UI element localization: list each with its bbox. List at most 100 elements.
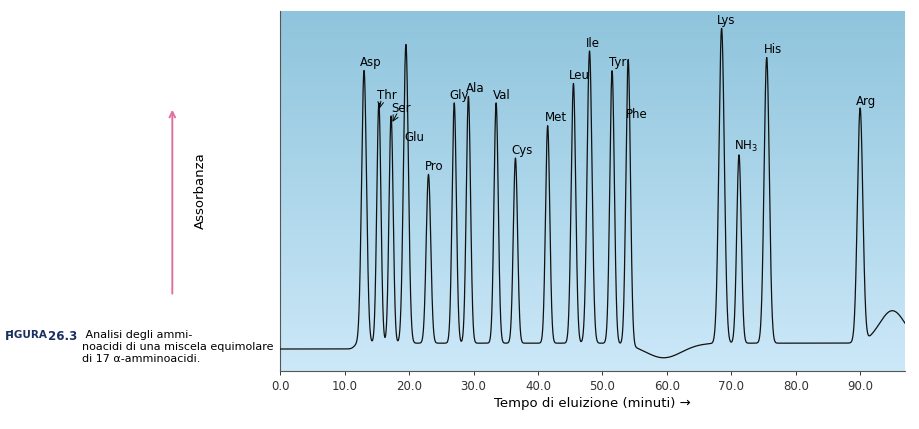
Bar xyxy=(280,308,905,311)
Bar xyxy=(280,137,905,140)
Bar xyxy=(280,269,905,272)
Bar xyxy=(280,122,905,125)
Bar xyxy=(280,32,905,35)
Bar xyxy=(280,332,905,335)
Bar xyxy=(280,368,905,371)
Bar xyxy=(280,191,905,194)
Bar xyxy=(280,98,905,101)
Bar xyxy=(280,311,905,314)
Bar xyxy=(280,170,905,173)
Bar xyxy=(280,185,905,188)
Bar xyxy=(280,44,905,47)
Text: Glu: Glu xyxy=(404,131,425,144)
Bar xyxy=(280,362,905,365)
Bar xyxy=(280,131,905,134)
Bar xyxy=(280,272,905,275)
Bar xyxy=(280,188,905,191)
Bar xyxy=(280,251,905,254)
Bar xyxy=(280,86,905,89)
Text: Met: Met xyxy=(544,112,566,124)
Bar xyxy=(280,266,905,269)
Bar xyxy=(280,164,905,167)
Bar xyxy=(280,233,905,236)
Text: Leu: Leu xyxy=(569,69,590,82)
Text: Arg: Arg xyxy=(856,95,876,108)
Bar xyxy=(280,71,905,74)
Bar xyxy=(280,329,905,332)
Bar xyxy=(280,263,905,266)
Bar xyxy=(280,38,905,41)
Bar xyxy=(280,236,905,239)
Bar xyxy=(280,11,905,14)
Bar xyxy=(280,83,905,86)
Bar xyxy=(280,68,905,71)
Bar xyxy=(280,239,905,242)
Bar xyxy=(280,116,905,119)
Bar xyxy=(280,173,905,176)
Bar xyxy=(280,182,905,185)
Bar xyxy=(280,155,905,158)
Bar xyxy=(280,353,905,356)
Text: Analisi degli ammi-
noacidi di una miscela equimolare
di 17 α-amminoacidi.: Analisi degli ammi- noacidi di una misce… xyxy=(82,330,273,363)
Bar xyxy=(280,41,905,44)
Bar xyxy=(280,206,905,209)
Bar xyxy=(280,227,905,230)
Bar xyxy=(280,107,905,110)
Bar xyxy=(280,200,905,203)
Bar xyxy=(280,128,905,131)
Bar xyxy=(280,104,905,107)
Bar xyxy=(280,35,905,38)
Bar xyxy=(280,284,905,287)
Bar xyxy=(280,50,905,53)
Bar xyxy=(280,101,905,104)
Bar xyxy=(280,230,905,233)
Bar xyxy=(280,359,905,362)
Bar xyxy=(280,23,905,26)
Bar xyxy=(280,293,905,296)
Bar xyxy=(280,110,905,113)
Text: Assorbanza: Assorbanza xyxy=(194,153,207,229)
Bar xyxy=(280,260,905,263)
Bar xyxy=(280,245,905,248)
Bar xyxy=(280,212,905,215)
Bar xyxy=(280,347,905,350)
Bar xyxy=(280,14,905,17)
X-axis label: Tempo di eluizione (minuti) →: Tempo di eluizione (minuti) → xyxy=(494,397,691,410)
Bar xyxy=(280,197,905,200)
Bar xyxy=(280,146,905,149)
Bar xyxy=(280,350,905,353)
Bar xyxy=(280,296,905,299)
Text: Val: Val xyxy=(493,89,511,102)
Bar xyxy=(280,218,905,221)
Bar xyxy=(280,344,905,347)
Bar xyxy=(280,134,905,137)
Bar xyxy=(280,215,905,218)
Bar xyxy=(280,305,905,308)
Bar xyxy=(280,314,905,317)
Bar xyxy=(280,335,905,338)
Text: Tyr: Tyr xyxy=(609,56,626,69)
Bar xyxy=(280,281,905,284)
Bar xyxy=(280,275,905,278)
Bar xyxy=(280,62,905,65)
Bar xyxy=(280,89,905,92)
Text: Asp: Asp xyxy=(359,56,381,69)
Bar xyxy=(280,209,905,212)
Bar xyxy=(280,254,905,257)
Bar xyxy=(280,140,905,143)
Text: Ile: Ile xyxy=(586,37,600,50)
Bar xyxy=(280,158,905,161)
Bar xyxy=(280,320,905,323)
Bar xyxy=(280,287,905,290)
Bar xyxy=(280,221,905,224)
Bar xyxy=(280,224,905,227)
Bar xyxy=(280,149,905,152)
Bar xyxy=(280,317,905,320)
Bar xyxy=(280,326,905,329)
Bar xyxy=(280,92,905,95)
Bar xyxy=(280,47,905,50)
Bar xyxy=(280,56,905,59)
Bar xyxy=(280,323,905,326)
Bar xyxy=(280,20,905,23)
Bar xyxy=(280,194,905,197)
